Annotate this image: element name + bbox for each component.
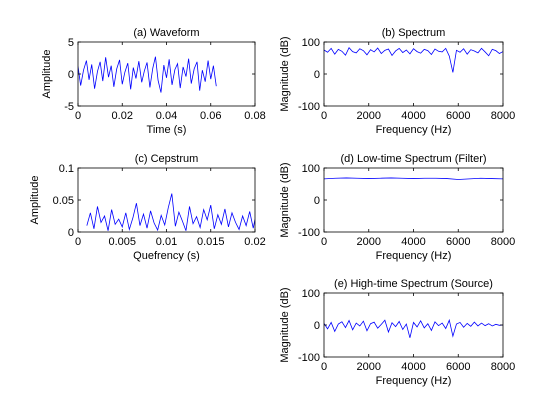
y-tick-label-d-0: -100	[298, 227, 320, 239]
chart-title-c: (c) Cepstrum	[135, 153, 199, 165]
x-tick-label-c-2: 0.01	[156, 236, 177, 248]
x-tick-label-e-3: 6000	[446, 361, 470, 373]
y-axis-label-e: Magnitude (dB)	[279, 287, 291, 362]
x-tick-label-d-3: 6000	[446, 236, 470, 248]
x-tick-label-e-0: 0	[321, 361, 327, 373]
chart-title-d: (d) Low-time Spectrum (Filter)	[340, 153, 486, 165]
series-line-a-0	[78, 56, 217, 93]
x-tick-label-e-4: 8000	[491, 361, 515, 373]
x-tick-label-b-2: 4000	[401, 110, 425, 122]
x-tick-label-e-1: 2000	[357, 361, 381, 373]
y-axis-label-a: Amplitude	[41, 50, 53, 99]
series-line-c-0	[86, 193, 255, 232]
x-tick-label-d-2: 4000	[401, 236, 425, 248]
y-axis-label-d: Magnitude (dB)	[279, 162, 291, 237]
x-tick-label-a-3: 0.06	[200, 110, 221, 122]
x-tick-label-e-2: 4000	[401, 361, 425, 373]
chart-title-e: (e) High-time Spectrum (Source)	[334, 278, 493, 290]
subplot-c: 0 0.005 0.01 0.015 0.02 0 0.05 0.1 (c) Cepstrum Q…	[29, 153, 266, 262]
y-tick-label-e-2: 100	[302, 288, 320, 300]
x-axis-label-a: Time (s)	[147, 124, 187, 136]
x-tick-label-b-1: 2000	[357, 110, 381, 122]
y-axis-label-c: Amplitude	[29, 176, 41, 225]
chart-title-a: (a) Waveform	[133, 27, 199, 39]
x-axis-label-c: Quefrency (s)	[133, 250, 200, 262]
y-axis-label-b: Magnitude (dB)	[279, 36, 291, 111]
y-tick-label-c-0: 0	[68, 227, 74, 239]
x-axis-label-e: Frequency (Hz)	[376, 375, 452, 387]
x-tick-label-a-4: 0.08	[244, 110, 265, 122]
x-tick-label-a-2: 0.04	[156, 110, 177, 122]
x-axis-label-d: Frequency (Hz)	[376, 250, 452, 262]
x-tick-label-c-1: 0.005	[108, 236, 136, 248]
series-line-e-0	[324, 318, 503, 338]
y-tick-label-e-1: 0	[314, 320, 320, 332]
y-tick-label-e-0: -100	[298, 352, 320, 364]
y-tick-label-a-1: 0	[68, 69, 74, 81]
y-tick-label-b-1: 0	[314, 69, 320, 81]
x-tick-label-d-4: 8000	[491, 236, 515, 248]
x-tick-label-d-1: 2000	[357, 236, 381, 248]
x-tick-label-a-0: 0	[75, 110, 81, 122]
x-tick-label-b-0: 0	[321, 110, 327, 122]
x-tick-label-c-4: 0.02	[244, 236, 265, 248]
y-tick-label-a-0: -5	[64, 101, 74, 113]
y-tick-label-c-1: 0.05	[53, 195, 74, 207]
x-tick-label-c-3: 0.015	[197, 236, 225, 248]
y-tick-label-a-2: 5	[68, 37, 74, 49]
series-line-d-0	[324, 177, 503, 180]
y-tick-label-d-2: 100	[302, 163, 320, 175]
chart-title-b: (b) Spectrum	[382, 27, 446, 39]
x-tick-label-d-0: 0	[321, 236, 327, 248]
y-tick-label-c-2: 0.1	[59, 163, 74, 175]
y-tick-label-b-0: -100	[298, 101, 320, 113]
x-axis-label-b: Frequency (Hz)	[376, 124, 452, 136]
x-tick-label-b-3: 6000	[446, 110, 470, 122]
y-tick-label-b-2: 100	[302, 37, 320, 49]
x-tick-label-a-1: 0.02	[112, 110, 133, 122]
series-line-b-0	[324, 47, 503, 73]
x-tick-label-c-0: 0	[75, 236, 81, 248]
x-tick-label-b-4: 8000	[491, 110, 515, 122]
y-tick-label-d-1: 0	[314, 195, 320, 207]
